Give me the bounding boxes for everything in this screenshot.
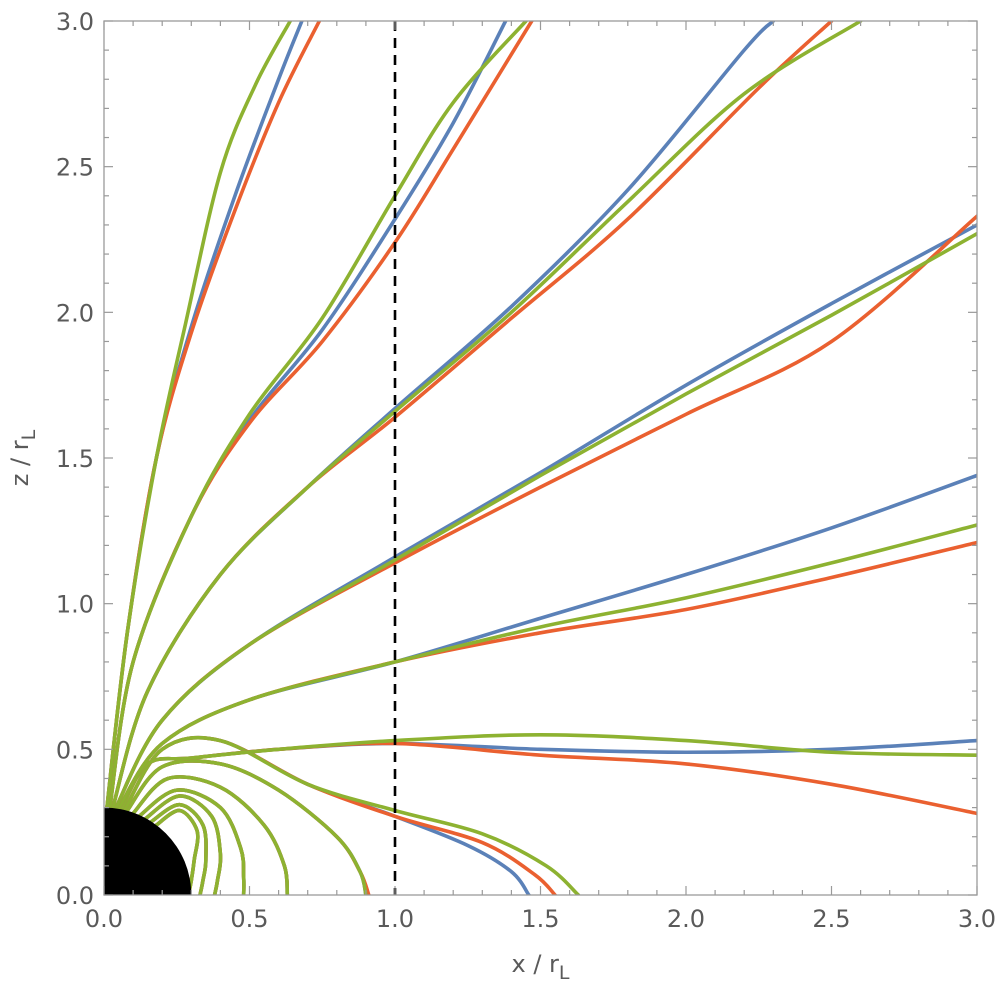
y-tick-label: 0.5 — [56, 736, 94, 764]
y-tick-label: 2.0 — [56, 299, 94, 327]
field-line-green-17 — [125, 759, 368, 895]
y-tick-label: 3.0 — [56, 8, 94, 36]
field-line-green-38 — [105, 21, 293, 810]
field-line-orange-31 — [110, 21, 834, 810]
y-tick-label: 2.5 — [56, 154, 94, 182]
field-line-green-14 — [131, 775, 290, 895]
field-line-orange-34 — [108, 21, 534, 810]
tick-labels: 0.0 0.5 1.0 1.5 2.0 2.5 3.0 0.0 0.5 1.0 1.5 2.0 2.5 3… — [56, 8, 996, 933]
field-line-blue-36 — [105, 21, 304, 810]
neutron-star — [104, 807, 192, 895]
x-tick-label: 3.0 — [958, 905, 996, 933]
x-tick-label: 1.5 — [521, 905, 559, 933]
field-line-green-8 — [142, 794, 223, 895]
field-line-green-29 — [113, 231, 977, 810]
field-line-blue-33 — [108, 21, 508, 810]
field-line-green-11 — [137, 788, 246, 895]
field-line-blue-24 — [116, 473, 977, 811]
field-line-green-20 — [122, 735, 581, 895]
y-tick-label: 1.0 — [56, 591, 94, 619]
field-line-green-26 — [116, 523, 977, 811]
x-tick-label: 0.5 — [230, 905, 268, 933]
field-line-orange-25 — [116, 540, 977, 811]
plot-frame — [103, 20, 978, 896]
x-tick-label: 2.5 — [812, 905, 850, 933]
y-axis-label: z / rL — [6, 429, 40, 486]
x-tick-label: 0.0 — [85, 905, 123, 933]
field-line-blue-27 — [113, 223, 977, 810]
x-axis-label: x / rL — [511, 950, 569, 984]
field-line-green-23 — [119, 732, 977, 811]
field-line-green-35 — [108, 21, 528, 810]
field-lines — [105, 21, 977, 895]
field-line-green-5 — [148, 802, 208, 895]
x-tick-label: 2.0 — [667, 905, 705, 933]
x-tick-label: 1.0 — [376, 905, 414, 933]
field-line-green-2 — [154, 808, 200, 895]
y-tick-label: 1.5 — [56, 445, 94, 473]
axis-ticks — [103, 20, 978, 896]
y-tick-label: 0.0 — [56, 882, 94, 910]
field-line-green-32 — [110, 21, 863, 810]
